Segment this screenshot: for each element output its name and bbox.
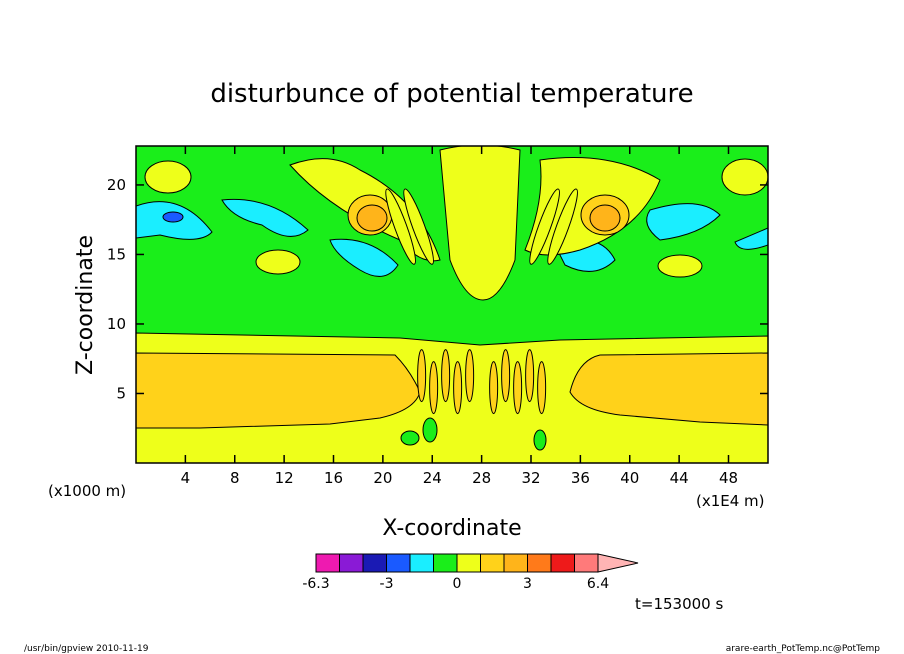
streak <box>525 349 535 403</box>
y-tick-label: 5 <box>116 384 126 402</box>
colorbar-label: -3 <box>380 576 394 592</box>
blob-green-low2 <box>422 417 438 443</box>
x-axis-label: X-coordinate <box>382 516 521 541</box>
x-axis: 4 8 12 16 20 24 28 32 36 40 44 48 <box>181 146 738 487</box>
streak <box>513 361 523 415</box>
x-tick-label: 36 <box>571 469 590 487</box>
colorbar-cell <box>503 553 528 573</box>
x-tick-label: 8 <box>230 469 240 487</box>
colorbar-label: 0 <box>453 576 462 592</box>
blob-cyan-m1 <box>329 238 399 277</box>
streak <box>489 361 499 415</box>
y-tick-label: 20 <box>107 176 126 194</box>
plot-area <box>135 145 769 464</box>
blob-yellow-tr <box>721 158 768 196</box>
colorbar-cell <box>456 553 481 573</box>
plot-frame <box>135 145 769 464</box>
field-orange-left <box>136 352 421 429</box>
y-tick-label: 15 <box>107 245 126 263</box>
streak <box>441 349 451 403</box>
blob-blue <box>162 211 184 223</box>
x-tick-label: 48 <box>719 469 738 487</box>
x-tick-label: 28 <box>472 469 491 487</box>
colorbar <box>315 553 639 573</box>
footer-left: /usr/bin/gpview 2010-11-19 <box>24 644 149 654</box>
upper-streak <box>529 188 560 265</box>
colorbar-label: -6.3 <box>302 576 329 592</box>
upper-streak <box>403 188 434 265</box>
x-tick-label: 12 <box>275 469 294 487</box>
colorbar-cell <box>339 553 364 573</box>
streak <box>429 361 439 415</box>
x-tick-label: 32 <box>521 469 540 487</box>
fan-center <box>439 146 521 301</box>
x-tick-label: 4 <box>181 469 191 487</box>
hot-right-inner <box>589 204 621 232</box>
x-tick-label: 24 <box>423 469 442 487</box>
field-orange-right <box>569 352 768 426</box>
upper-streak <box>385 188 416 265</box>
colorbar-arrow <box>597 553 639 573</box>
colorbar-label: 3 <box>523 576 532 592</box>
blob-yellow-r <box>657 254 703 278</box>
streak <box>453 361 463 415</box>
x-tick-label: 40 <box>620 469 639 487</box>
colorbar-cell <box>386 553 411 573</box>
footer-right: arare-earth_PotTemp.nc@PotTemp <box>726 644 881 654</box>
colorbar-cell <box>480 553 505 573</box>
colorbar-cell <box>574 553 599 573</box>
colorbar-cell <box>550 553 575 573</box>
streak <box>501 349 511 403</box>
colorbar-cell <box>315 553 340 573</box>
x-tick-label: 20 <box>373 469 392 487</box>
blob-yellow-tl <box>144 160 192 194</box>
blob-green-low1 <box>400 430 420 446</box>
time-label: t=153000 s <box>635 595 723 613</box>
colorbar-labels: -6.3 -3 0 3 6.4 <box>302 576 609 592</box>
colorbar-label: 6.4 <box>587 576 609 592</box>
y-axis: 5 10 15 20 <box>107 176 768 402</box>
hot-left-inner <box>356 204 388 232</box>
x-tick-label: 16 <box>324 469 343 487</box>
blob-yellow-l <box>255 249 301 275</box>
streaks <box>385 188 578 415</box>
y-tick-label: 10 <box>107 315 126 333</box>
blob-green-low3 <box>533 429 547 451</box>
x-unit-left: (x1000 m) <box>48 482 126 500</box>
colorbar-cell <box>433 553 458 573</box>
chart-title: disturbunce of potential temperature <box>210 79 693 109</box>
colorbar-cell <box>527 553 552 573</box>
colorbar-cell <box>362 553 387 573</box>
blob-cyan-r2 <box>646 203 721 241</box>
upper-streak <box>547 188 578 265</box>
streak <box>537 361 547 415</box>
y-axis-label: Z-coordinate <box>73 235 98 375</box>
streak <box>417 349 427 403</box>
streak <box>465 349 475 403</box>
blob-cyan-l2 <box>221 198 309 237</box>
x-unit-right: (x1E4 m) <box>696 492 765 510</box>
x-tick-label: 44 <box>670 469 689 487</box>
colorbar-cell <box>409 553 434 573</box>
